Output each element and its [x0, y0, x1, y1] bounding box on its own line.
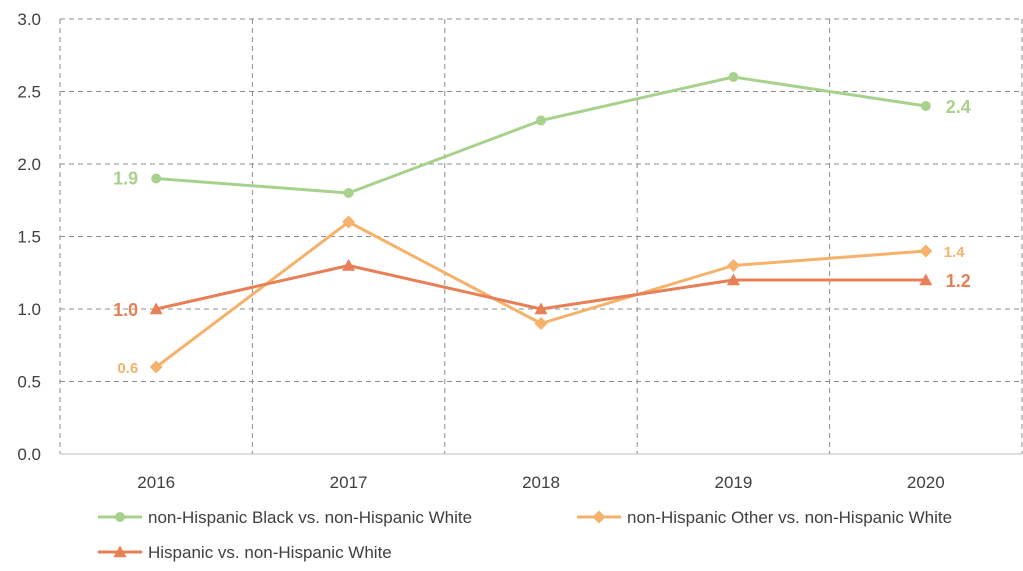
data-label: 1.4 [944, 244, 966, 261]
data-label: 1.9 [113, 169, 138, 189]
legend-marker [113, 545, 127, 558]
series-line [154, 220, 928, 369]
axes: 0.0 0.5 1.0 1.5 2.0 2.5 3.0 2016 2017 2018 2019 202… [17, 10, 1022, 492]
legend-label: Hispanic vs. non-Hispanic White [148, 543, 392, 562]
data-label: 1.2 [946, 271, 971, 291]
legend: non-Hispanic Black vs. non-Hispanic Whit… [98, 508, 952, 562]
legend-label: non-Hispanic Other vs. non-Hispanic Whit… [627, 508, 952, 527]
legend-marker [592, 510, 606, 524]
y-tick-label: 1.5 [17, 228, 41, 247]
data-point [919, 273, 933, 286]
y-tick-label: 0.0 [17, 445, 41, 464]
data-point [726, 273, 740, 286]
data-point [149, 360, 163, 374]
series-line [154, 264, 928, 311]
x-tick-label: 2020 [907, 473, 945, 492]
y-tick-label: 2.5 [17, 83, 41, 102]
x-tick-label: 2018 [522, 473, 560, 492]
data-labels: 1.9 2.4 0.6 1.4 1.0 1.2 [113, 97, 971, 377]
data-point [728, 72, 739, 82]
data-point [534, 302, 548, 315]
y-tick-label: 1.0 [17, 300, 41, 319]
data-point [342, 215, 356, 229]
x-tick-label: 2017 [330, 473, 368, 492]
series-0 [151, 72, 931, 198]
series-group [149, 72, 933, 374]
data-point [919, 244, 933, 258]
data-point [920, 101, 931, 111]
legend-item: non-Hispanic Black vs. non-Hispanic Whit… [98, 508, 472, 527]
series-line [154, 75, 928, 195]
data-point [149, 302, 163, 315]
data-label: 0.6 [117, 360, 138, 377]
grid [59, 18, 1023, 454]
y-tick-label: 2.0 [17, 155, 41, 174]
y-tick-label: 0.5 [17, 373, 41, 392]
data-point [726, 259, 740, 272]
data-point [151, 173, 162, 184]
data-point [342, 259, 356, 271]
x-tick-label: 2019 [714, 473, 752, 492]
data-point [536, 115, 546, 126]
data-label: 1.0 [113, 300, 138, 320]
y-tick-label: 3.0 [17, 10, 41, 29]
legend-item: Hispanic vs. non-Hispanic White [98, 543, 392, 562]
series-1 [149, 215, 933, 374]
legend-label: non-Hispanic Black vs. non-Hispanic Whit… [148, 508, 472, 527]
legend-marker [115, 512, 125, 522]
data-point [534, 317, 548, 330]
legend-item: non-Hispanic Other vs. non-Hispanic Whit… [577, 508, 952, 527]
data-point [343, 188, 354, 198]
series-2 [149, 259, 933, 315]
data-label: 2.4 [946, 97, 971, 117]
x-tick-label: 2016 [137, 473, 175, 492]
